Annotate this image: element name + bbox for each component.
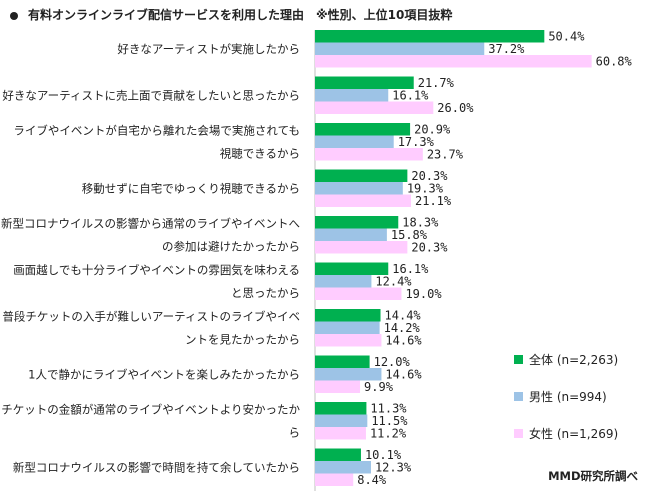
value-label-male: 19.3%	[407, 182, 444, 196]
legend-label-female: 女性 (n=1,269)	[529, 426, 619, 441]
bar-female	[315, 427, 366, 440]
category-label: 視聴できるから	[220, 146, 300, 160]
value-label-female: 19.0%	[405, 287, 442, 301]
bar-female	[315, 241, 408, 254]
value-label-total: 20.3%	[411, 169, 448, 183]
bar-total	[315, 76, 414, 89]
legend-label-total: 全体 (n=2,263)	[529, 352, 619, 367]
title-note: ※性別、上位10項目抜粋	[316, 8, 453, 22]
value-label-male: 11.5%	[371, 414, 408, 428]
value-label-female: 26.0%	[437, 101, 474, 115]
value-label-male: 12.3%	[375, 461, 412, 475]
bar-female	[315, 380, 361, 393]
bar-total	[315, 216, 399, 229]
chart-title: 有料オンラインライブ配信サービスを利用した理由 ※性別、上位10項目抜粋	[10, 6, 452, 23]
value-label-female: 9.9%	[364, 380, 394, 394]
bar-male	[315, 42, 485, 55]
bar-male	[315, 275, 372, 288]
legend-swatch-total	[514, 354, 523, 364]
legend-swatch-male	[514, 391, 523, 401]
value-label-total: 12.0%	[374, 355, 411, 369]
legend-label-male: 男性 (n=994)	[529, 389, 607, 404]
bar-male	[315, 461, 371, 474]
value-label-total: 16.1%	[392, 262, 429, 276]
bar-male	[315, 368, 382, 381]
value-label-total: 20.9%	[414, 123, 451, 137]
category-label: 普段チケットの入手が難しいアーティストのライブやイベ	[2, 309, 300, 323]
category-label: チケットの金額が通常のライブやイベントより安かったか	[1, 402, 300, 416]
bar-total	[315, 123, 411, 136]
value-label-male: 16.1%	[392, 89, 429, 103]
bar-female	[315, 148, 423, 161]
title-text: 有料オンラインライブ配信サービスを利用した理由	[28, 8, 305, 22]
legend: 全体 (n=2,263) 男性 (n=994) 女性 (n=1,269)	[514, 350, 618, 461]
bar-female	[315, 473, 354, 486]
category-label: と思ったから	[231, 286, 300, 300]
value-label-total: 18.3%	[402, 216, 439, 230]
value-label-female: 60.8%	[596, 55, 633, 69]
bar-female	[315, 101, 434, 114]
legend-item-male: 男性 (n=994)	[514, 387, 618, 405]
value-label-male: 37.2%	[488, 42, 525, 56]
value-label-female: 20.3%	[411, 241, 448, 255]
category-label: 好きなアーティストに売上面で貢献をしたいと思ったから	[2, 88, 300, 102]
value-label-total: 14.4%	[385, 309, 422, 323]
bar-male	[315, 321, 380, 334]
value-label-female: 8.4%	[357, 473, 387, 487]
bullet-icon	[10, 11, 18, 20]
value-label-female: 11.2%	[370, 427, 407, 441]
bar-male	[315, 135, 394, 148]
category-label: 好きなアーティストが実施したから	[117, 42, 300, 56]
bar-total	[315, 448, 361, 461]
value-label-total: 50.4%	[548, 30, 585, 44]
category-label: 画面越しでも十分ライブやイベントの雰囲気を味わえる	[13, 263, 300, 277]
category-label: ライブやイベントが自宅から離れた会場で実施されても	[13, 123, 300, 137]
category-label: 1人で静かにライブやイベントを楽しみたかったから	[28, 367, 300, 381]
value-label-male: 14.2%	[384, 321, 421, 335]
value-label-male: 17.3%	[398, 135, 435, 149]
category-label: 新型コロナウイルスの影響から通常のライブやイベントへ	[1, 216, 300, 230]
value-label-male: 12.4%	[375, 275, 412, 289]
legend-item-total: 全体 (n=2,263)	[514, 350, 618, 368]
category-label: ら	[289, 425, 301, 439]
bar-female	[315, 334, 382, 347]
bar-male	[315, 414, 368, 427]
category-label: 新型コロナウイルスの影響で時間を持て余していたから	[13, 460, 300, 474]
bar-total	[315, 30, 545, 43]
bar-male	[315, 228, 387, 241]
value-label-female: 23.7%	[427, 148, 464, 162]
bar-total	[315, 402, 367, 415]
value-label-total: 11.3%	[370, 402, 407, 416]
value-label-male: 14.6%	[385, 368, 422, 382]
legend-item-female: 女性 (n=1,269)	[514, 424, 618, 442]
bar-female	[315, 55, 592, 68]
category-label: の参加は避けたかったから	[162, 239, 300, 253]
source-credit: MMD研究所調べ	[548, 469, 638, 483]
value-label-total: 21.7%	[418, 76, 455, 90]
bar-total	[315, 169, 408, 182]
bar-male	[315, 182, 403, 195]
category-label: 移動せずに自宅でゆっくり視聴できるから	[82, 181, 300, 195]
value-label-total: 10.1%	[365, 448, 402, 462]
legend-swatch-female	[514, 428, 523, 438]
value-label-female: 14.6%	[385, 334, 422, 348]
bar-female	[315, 194, 412, 207]
bar-female	[315, 287, 402, 300]
value-label-male: 15.8%	[391, 228, 428, 242]
bar-total	[315, 355, 370, 368]
bar-total	[315, 309, 381, 322]
category-label: ントを見たかったから	[185, 332, 300, 346]
bar-total	[315, 262, 389, 275]
value-label-female: 21.1%	[415, 194, 452, 208]
bar-male	[315, 89, 389, 102]
